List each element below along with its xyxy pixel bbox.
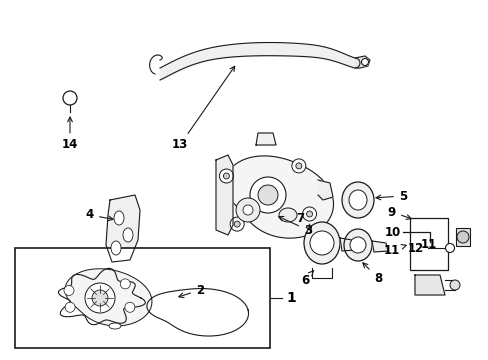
Ellipse shape <box>279 208 296 222</box>
Text: 3: 3 <box>278 216 311 237</box>
Text: 1: 1 <box>285 291 295 305</box>
Text: 8: 8 <box>362 263 381 284</box>
Text: 7: 7 <box>295 211 310 229</box>
Bar <box>455 228 469 246</box>
Text: 10: 10 <box>384 225 400 238</box>
Circle shape <box>230 217 244 231</box>
Ellipse shape <box>343 229 371 261</box>
Circle shape <box>236 198 260 222</box>
Circle shape <box>219 169 233 183</box>
Ellipse shape <box>341 182 373 218</box>
Ellipse shape <box>111 241 121 255</box>
Polygon shape <box>354 58 359 68</box>
Circle shape <box>120 279 130 289</box>
Circle shape <box>64 285 74 296</box>
Text: 12: 12 <box>407 242 423 255</box>
Circle shape <box>302 207 316 221</box>
Circle shape <box>349 237 365 253</box>
Polygon shape <box>354 56 369 68</box>
Polygon shape <box>317 180 332 200</box>
Circle shape <box>65 302 75 312</box>
Text: 9: 9 <box>387 206 410 219</box>
Ellipse shape <box>109 323 121 329</box>
Bar <box>409 218 447 270</box>
Text: 6: 6 <box>300 270 313 287</box>
Ellipse shape <box>114 211 124 225</box>
Circle shape <box>92 290 108 306</box>
Text: 2: 2 <box>179 284 203 298</box>
Polygon shape <box>106 195 140 262</box>
Text: 11: 11 <box>383 243 406 256</box>
Circle shape <box>234 221 240 227</box>
Circle shape <box>243 205 252 215</box>
Text: 11: 11 <box>420 238 436 251</box>
Text: 14: 14 <box>61 117 78 152</box>
Ellipse shape <box>348 190 366 210</box>
Circle shape <box>124 302 135 312</box>
Circle shape <box>85 283 115 313</box>
Circle shape <box>295 163 301 169</box>
Text: 5: 5 <box>375 189 407 202</box>
Ellipse shape <box>304 222 339 264</box>
Circle shape <box>258 185 278 205</box>
Circle shape <box>361 58 368 66</box>
Text: 4: 4 <box>86 208 113 221</box>
Polygon shape <box>256 133 275 145</box>
Circle shape <box>309 231 333 255</box>
Circle shape <box>249 177 285 213</box>
Text: 13: 13 <box>171 66 234 152</box>
Circle shape <box>449 280 459 290</box>
Polygon shape <box>224 156 333 238</box>
Circle shape <box>445 243 453 252</box>
Polygon shape <box>65 269 152 326</box>
Ellipse shape <box>123 228 133 242</box>
Polygon shape <box>339 238 353 251</box>
Polygon shape <box>216 155 232 235</box>
Circle shape <box>291 159 305 173</box>
Polygon shape <box>414 275 444 295</box>
Polygon shape <box>371 241 387 252</box>
Circle shape <box>223 173 229 179</box>
Bar <box>15 248 269 348</box>
Circle shape <box>456 231 468 243</box>
Circle shape <box>306 211 312 217</box>
